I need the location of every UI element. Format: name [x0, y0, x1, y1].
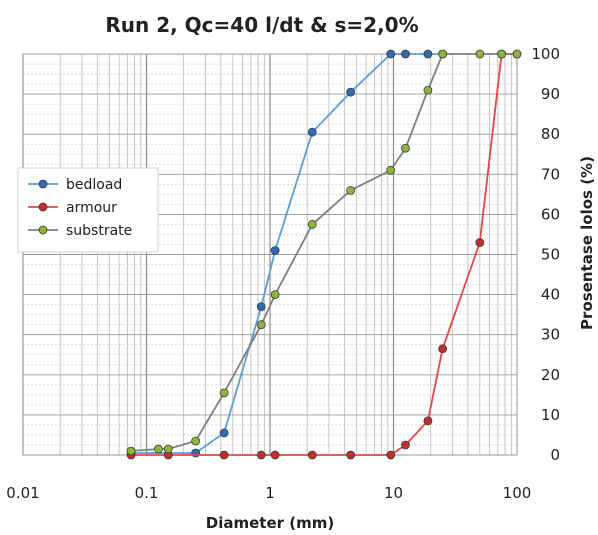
y-axis-ticks: 0 10 20 30 40 50 60 70 80 90 100: [531, 45, 560, 464]
y-tick-label: 90: [541, 85, 560, 103]
data-point-armour: [386, 450, 396, 460]
data-point-armour: [423, 416, 433, 426]
y-tick-label: 40: [541, 286, 560, 304]
y-tick-label: 20: [541, 366, 560, 384]
data-point-substrate: [438, 49, 448, 59]
data-point-substrate: [512, 49, 522, 59]
legend-label-armour: armour: [66, 200, 117, 216]
data-point-substrate: [307, 220, 317, 229]
series-bedload: [126, 49, 448, 458]
legend-marker-bedload: [38, 179, 48, 189]
x-tick-label: 100: [503, 484, 532, 502]
data-point-bedload: [256, 302, 266, 312]
x-tick-label: 10: [384, 484, 403, 502]
chart-title: Run 2, Qc=40 l/dt & s=2,0%: [105, 13, 418, 37]
data-point-substrate: [386, 165, 396, 175]
x-tick-label: 0.01: [6, 484, 39, 502]
series-substrate: [126, 49, 522, 456]
y-tick-label: 100: [531, 45, 560, 63]
legend-label-substrate: substrate: [66, 223, 132, 239]
y-axis-title: Prosentase lolos (%): [578, 156, 596, 330]
data-point-substrate: [346, 185, 356, 195]
data-point-substrate: [401, 143, 410, 153]
series-layer: [126, 49, 522, 460]
data-point-substrate: [219, 388, 229, 398]
data-point-armour: [307, 450, 317, 460]
data-point-substrate: [423, 85, 433, 95]
data-point-armour: [401, 440, 410, 450]
data-point-armour: [256, 450, 266, 460]
y-tick-label: 80: [541, 125, 560, 143]
data-point-armour: [346, 450, 356, 460]
legend: bedload armour substrate: [17, 167, 159, 253]
y-tick-label: 30: [541, 326, 560, 344]
data-point-armour: [219, 450, 229, 460]
y-tick-label: 10: [541, 406, 560, 424]
x-tick-label: 0.1: [135, 484, 159, 502]
data-point-armour: [270, 450, 280, 460]
data-point-substrate: [163, 444, 173, 454]
data-point-bedload: [346, 87, 356, 97]
x-axis-ticks: 0.01 0.1 1 10 100: [6, 484, 531, 502]
data-point-substrate: [191, 436, 201, 446]
data-point-substrate: [270, 290, 280, 300]
data-point-armour: [475, 238, 485, 247]
data-point-bedload: [386, 49, 396, 59]
data-point-substrate: [475, 49, 485, 59]
data-point-bedload: [401, 49, 410, 59]
legend-label-bedload: bedload: [66, 177, 122, 193]
series-line-substrate: [131, 53, 517, 452]
series-line-armour: [131, 53, 517, 456]
data-point-bedload: [307, 127, 317, 137]
y-tick-label: 70: [541, 165, 560, 183]
data-point-substrate: [256, 320, 266, 330]
y-tick-label: 60: [541, 205, 560, 223]
y-tick-label: 0: [550, 446, 560, 464]
y-tick-label: 50: [541, 246, 560, 264]
legend-marker-substrate: [38, 225, 48, 235]
data-point-armour: [438, 344, 448, 354]
grid: [22, 53, 517, 456]
legend-marker-armour: [38, 202, 48, 212]
x-axis-title: Diameter (mm): [206, 514, 334, 532]
data-point-bedload: [270, 246, 280, 255]
data-point-substrate: [126, 446, 136, 456]
data-point-bedload: [423, 49, 433, 59]
data-point-bedload: [219, 428, 229, 438]
data-point-substrate: [497, 49, 506, 59]
x-tick-label: 1: [265, 484, 275, 502]
data-point-substrate: [154, 444, 163, 454]
